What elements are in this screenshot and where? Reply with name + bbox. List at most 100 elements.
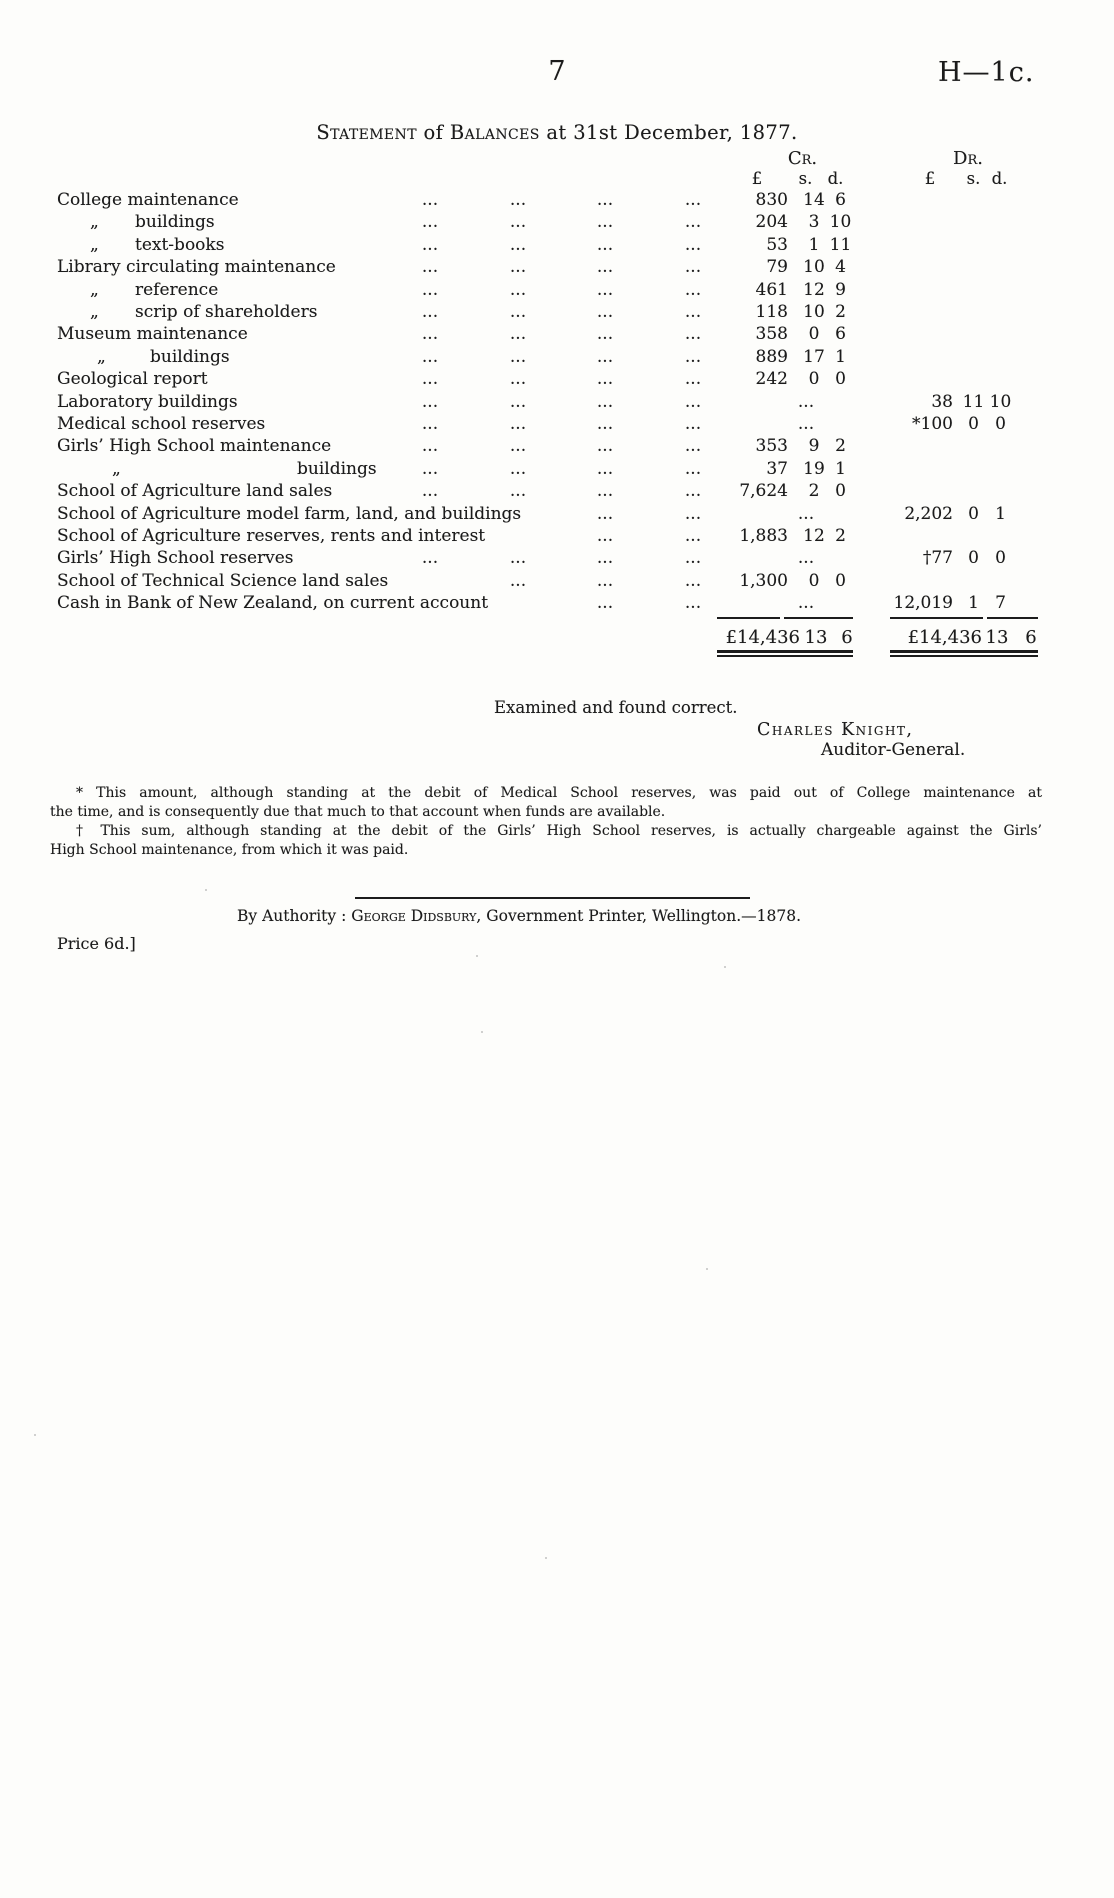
leader-dots: ... <box>421 369 439 389</box>
leader-dots: ... <box>421 324 439 344</box>
table-row: „ reference............ 461 12 9 <box>0 280 1114 302</box>
dr-pence-header: d. <box>991 169 1008 188</box>
leader-dots: ... <box>509 347 527 367</box>
footnote-asterisk-line-2: the time, and is consequently due that m… <box>50 804 666 820</box>
statement-title: Statement of Balances at 31st December, … <box>0 121 1114 144</box>
cr-amount-shillings: 10 <box>803 302 825 322</box>
footnote-dagger-line-2: High School maintenance, from which it w… <box>50 842 409 858</box>
row-label: Cash in Bank of New Zealand, on current … <box>57 593 489 613</box>
leader-dots: ... <box>509 235 527 255</box>
dr-amount-shillings: 0 <box>968 548 979 568</box>
cr-amount-shillings: 1 <box>808 235 820 255</box>
cr-total-pence: 6 <box>841 627 853 648</box>
leader-dots: ... <box>421 347 439 367</box>
cr-amount-pence: 9 <box>835 280 846 300</box>
row-label: Museum maintenance <box>57 324 248 344</box>
row-label: Girls’ High School maintenance <box>57 436 332 456</box>
dr-amount-pounds: 12,019 <box>893 593 953 613</box>
ditto-mark: „ <box>112 459 121 479</box>
cr-amount-pence: 0 <box>835 571 846 591</box>
cr-total-rule-pounds <box>717 617 780 619</box>
leader-dots: ... <box>684 347 702 367</box>
cr-amount-pence: 2 <box>835 436 846 456</box>
leader-dots: ... <box>509 324 527 344</box>
leader-dots: ... <box>509 257 527 277</box>
cr-pounds-header: £ <box>751 169 763 188</box>
leader-dots: ... <box>596 571 614 591</box>
table-row: „ buildings............ 37 19 1 <box>0 459 1114 481</box>
row-label: Girls’ High School reserves <box>57 548 294 568</box>
leader-dots: ... <box>684 481 702 501</box>
cr-amount-pence: 6 <box>835 190 846 210</box>
leader-dots: ... <box>421 459 439 479</box>
leader-dots: ... <box>509 414 527 434</box>
cr-amount-pence: 10 <box>829 212 852 232</box>
dr-total-shillings: 13 <box>985 627 1009 648</box>
cr-column-header: Cr. <box>787 148 818 169</box>
leader-dots: ... <box>509 571 527 591</box>
leader-dots: ... <box>596 280 614 300</box>
cr-amount-shillings: 10 <box>803 257 825 277</box>
cr-amount-pounds: 1,300 <box>739 571 788 591</box>
leader-dots: ... <box>596 212 614 232</box>
price-label: Price 6d.] <box>57 934 136 953</box>
leader-dots: ... <box>684 324 702 344</box>
row-label: scrip of shareholders <box>135 302 318 322</box>
cr-amount-shillings: 19 <box>803 459 825 479</box>
dr-total-rule-pounds <box>890 617 983 619</box>
ditto-mark: „ <box>90 280 99 300</box>
row-label: School of Agriculture model farm, land, … <box>57 504 522 524</box>
cr-closing-rule-bottom <box>717 655 853 657</box>
leader-dots: ... <box>421 548 439 568</box>
table-row: School of Agriculture model farm, land, … <box>0 504 1114 526</box>
imprint-printer-name: George Didsbury <box>351 907 477 925</box>
leader-dots: ... <box>421 257 439 277</box>
cr-closing-rule-top <box>717 650 853 653</box>
leader-dots: ... <box>684 436 702 456</box>
table-row: Library circulating maintenance.........… <box>0 257 1114 279</box>
table-row: School of Agriculture land sales........… <box>0 481 1114 503</box>
cr-amount-shillings: 0 <box>808 571 820 591</box>
row-label: College maintenance <box>57 190 239 210</box>
cr-amount-shillings: 2 <box>808 481 820 501</box>
dr-closing-rule-top <box>890 650 1038 653</box>
leader-dots: ... <box>509 481 527 501</box>
cr-amount-shillings: 0 <box>808 369 820 389</box>
cr-amount-pounds: 242 <box>755 369 788 389</box>
cr-pence-header: d. <box>827 169 844 188</box>
table-row: „ buildings............ 889 17 1 <box>0 347 1114 369</box>
leader-dots: ... <box>596 392 614 412</box>
leader-dots: ... <box>421 414 439 434</box>
cr-amount-pounds: 353 <box>755 436 788 456</box>
dr-shillings-header: s. <box>966 169 981 188</box>
ditto-mark: „ <box>90 302 99 322</box>
leader-dots: ... <box>596 324 614 344</box>
cr-amount-pence: 1 <box>835 459 846 479</box>
cr-amount-pence: 0 <box>835 481 846 501</box>
table-row: Museum maintenance............ 358 0 6 <box>0 324 1114 346</box>
table-row: Cash in Bank of New Zealand, on current … <box>0 593 1114 615</box>
table-row: Medical school reserves............... *1… <box>0 414 1114 436</box>
table-row: Girls’ High School reserves.............… <box>0 548 1114 570</box>
cr-amount-pence: 2 <box>835 302 846 322</box>
row-label: Laboratory buildings <box>57 392 238 412</box>
dr-amount-shillings: 11 <box>962 392 985 412</box>
table-row: School of Agriculture reserves, rents an… <box>0 526 1114 548</box>
cr-amount-pounds: 79 <box>766 257 788 277</box>
leader-dots: ... <box>596 257 614 277</box>
dr-column-header: Dr. <box>953 148 983 169</box>
cr-total-pounds: £14,436 <box>725 627 800 648</box>
leader-dots: ... <box>509 436 527 456</box>
cr-amount-shillings: 12 <box>803 526 825 546</box>
dr-amount-pence: 0 <box>995 548 1006 568</box>
cr-amount-pence: 4 <box>835 257 846 277</box>
table-row: Girls’ High School maintenance..........… <box>0 436 1114 458</box>
scan-speck <box>481 1031 483 1033</box>
dr-amount-pence: 7 <box>995 593 1006 613</box>
ditto-mark: „ <box>90 212 99 232</box>
leader-dots: ... <box>684 235 702 255</box>
cr-amount-pounds: 53 <box>766 235 788 255</box>
leader-dots: ... <box>509 302 527 322</box>
dr-amount-pounds: †77 <box>922 548 953 568</box>
leader-dots: ... <box>509 369 527 389</box>
